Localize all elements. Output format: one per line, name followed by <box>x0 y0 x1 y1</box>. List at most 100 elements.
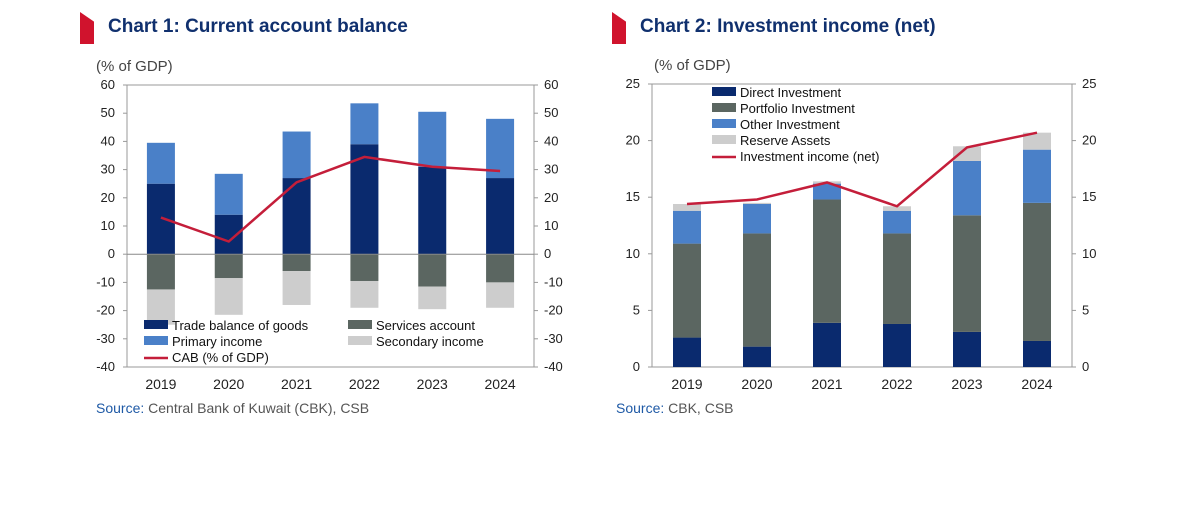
chart2-source: Source: CBK, CSB <box>616 400 734 416</box>
chart2-bar-other-investment-2023 <box>953 160 981 216</box>
chart1-ytick-left: 20 <box>101 190 115 205</box>
chart2-legend-label: Direct Investment <box>740 85 842 100</box>
chart2-unit-label: (% of GDP) <box>654 57 731 74</box>
chart2-ytick-left: 10 <box>626 246 640 261</box>
chart1-bar-primary-income-2023 <box>418 111 447 167</box>
chart1-legend-label: CAB (% of GDP) <box>172 350 269 365</box>
chart1-bar-secondary-income-2022 <box>350 280 379 308</box>
chart2-bar-reserve-assets-2023 <box>953 146 981 161</box>
chart2-bar-other-investment-2021 <box>813 183 841 200</box>
chart1-ytick-left: -40 <box>96 359 115 374</box>
chart2-bar-direct-investment-2022 <box>883 323 911 367</box>
chart2-xtick-label: 2022 <box>881 376 912 392</box>
chart2-legend-label: Other Investment <box>740 117 840 132</box>
chart1-ytick-right: 40 <box>544 133 558 148</box>
chart1-xtick-label: 2023 <box>417 376 448 392</box>
chart1-bar-secondary-income-2023 <box>418 286 447 310</box>
chart1-xtick-label: 2024 <box>485 376 516 392</box>
chart2-ytick-left: 20 <box>626 133 640 148</box>
chart1-legend-label: Services account <box>376 318 475 333</box>
chart2-legend-swatch <box>712 87 736 96</box>
chart1-legend-swatch <box>348 336 372 345</box>
chart2-title: Chart 2: Investment income (net) <box>640 16 936 37</box>
chart1-title-marker <box>80 12 94 44</box>
chart2-legend-label: Investment income (net) <box>740 149 879 164</box>
chart2-source-label: Source: <box>616 400 665 416</box>
chart1-ytick-left: 0 <box>108 246 115 261</box>
chart2-bar-portfolio-investment-2023 <box>953 215 981 332</box>
chart1-ytick-left: 10 <box>101 218 115 233</box>
chart1-ytick-right: 20 <box>544 190 558 205</box>
chart2-bar-portfolio-investment-2021 <box>813 199 841 323</box>
chart1-ytick-left: -30 <box>96 331 115 346</box>
chart1-bar-trade-balance-of-goods-2023 <box>418 166 447 255</box>
chart2-legend-swatch <box>712 135 736 144</box>
chart1-ytick-right: -10 <box>544 274 563 289</box>
chart1-ytick-left: 40 <box>101 133 115 148</box>
chart1-ytick-left: 30 <box>101 162 115 177</box>
chart1-xtick-label: 2022 <box>349 376 380 392</box>
chart2-ytick-right: 10 <box>1082 246 1096 261</box>
chart2-legend-label: Reserve Assets <box>740 133 831 148</box>
chart2-bar-direct-investment-2024 <box>1023 340 1051 367</box>
chart1-bar-primary-income-2021 <box>282 131 311 179</box>
chart2-bar-other-investment-2024 <box>1023 149 1051 203</box>
chart2-bar-other-investment-2020 <box>743 203 771 234</box>
chart1-bar-secondary-income-2020 <box>214 278 243 315</box>
chart2-ytick-left: 15 <box>626 189 640 204</box>
chart1-ytick-left: 50 <box>101 105 115 120</box>
chart1-unit-label: (% of GDP) <box>96 58 173 75</box>
chart1-line-cab-of-gdp- <box>160 155 501 243</box>
chart1-xtick-label: 2020 <box>213 376 244 392</box>
chart1-bar-secondary-income-2024 <box>486 282 515 308</box>
chart1-ytick-right: -40 <box>544 359 563 374</box>
chart1-plot: (% of GDP) -40 -40 -30 -30 -20 -20 -10 -10 0 0 10 10… <box>96 58 563 392</box>
chart2-ytick-left: 25 <box>626 76 640 91</box>
chart2-bar-reserve-assets-2024 <box>1023 132 1051 150</box>
chart2-bar-reserve-assets-2020 <box>743 202 771 204</box>
chart2-bar-portfolio-investment-2024 <box>1023 202 1051 341</box>
chart1-xtick-label: 2021 <box>281 376 312 392</box>
chart1-ytick-right: -30 <box>544 331 563 346</box>
chart2-legend-swatch <box>712 119 736 128</box>
chart1-bar-services-account-2020 <box>214 254 243 279</box>
chart1-bar-services-account-2022 <box>350 254 379 281</box>
chart1-ytick-right: 10 <box>544 218 558 233</box>
chart2-bar-direct-investment-2020 <box>743 346 771 367</box>
chart2-bar-direct-investment-2023 <box>953 331 981 367</box>
chart1-legend-swatch <box>144 320 168 329</box>
chart1-ytick-right: 30 <box>544 162 558 177</box>
chart2-ytick-right: 15 <box>1082 189 1096 204</box>
chart2-line-investment-income-net- <box>686 131 1038 208</box>
chart2-xtick-label: 2023 <box>951 376 982 392</box>
chart2-legend-swatch <box>712 103 736 112</box>
chart1-title: Chart 1: Current account balance <box>108 16 408 37</box>
chart2-ytick-right: 5 <box>1082 302 1089 317</box>
chart2-xtick-label: 2021 <box>811 376 842 392</box>
chart1-ytick-right: 50 <box>544 105 558 120</box>
chart1-xtick-label: 2019 <box>145 376 176 392</box>
chart2-ytick-right: 0 <box>1082 359 1089 374</box>
chart2-plot-frame <box>651 83 1073 368</box>
chart1-ytick-left: -10 <box>96 274 115 289</box>
chart2-bar-reserve-assets-2019 <box>673 203 701 211</box>
chart1-bar-services-account-2024 <box>486 254 515 283</box>
chart1-legend-swatch <box>144 336 168 345</box>
chart1-bar-trade-balance-of-goods-2024 <box>486 178 515 255</box>
chart1-source-text: Central Bank of Kuwait (CBK), CSB <box>148 400 370 416</box>
chart1-legend-swatch <box>348 320 372 329</box>
chart2-xtick-label: 2019 <box>671 376 702 392</box>
chart1-bar-services-account-2019 <box>146 254 175 290</box>
chart1-bar-trade-balance-of-goods-2019 <box>146 183 175 255</box>
chart1-ytick-right: 60 <box>544 77 558 92</box>
chart1-legend-label: Trade balance of goods <box>172 318 309 333</box>
chart2-bar-other-investment-2022 <box>883 210 911 234</box>
chart1-bar-primary-income-2020 <box>214 173 243 215</box>
chart1-ytick-left: 60 <box>101 77 115 92</box>
chart2-xtick-label: 2020 <box>741 376 772 392</box>
chart2-panel: Chart 2: Investment income (net) (% of G… <box>612 0 1172 430</box>
chart2-legend-label: Portfolio Investment <box>740 101 855 116</box>
chart1-legend-label: Primary income <box>172 334 262 349</box>
chart1-ytick-right: 0 <box>544 246 551 261</box>
